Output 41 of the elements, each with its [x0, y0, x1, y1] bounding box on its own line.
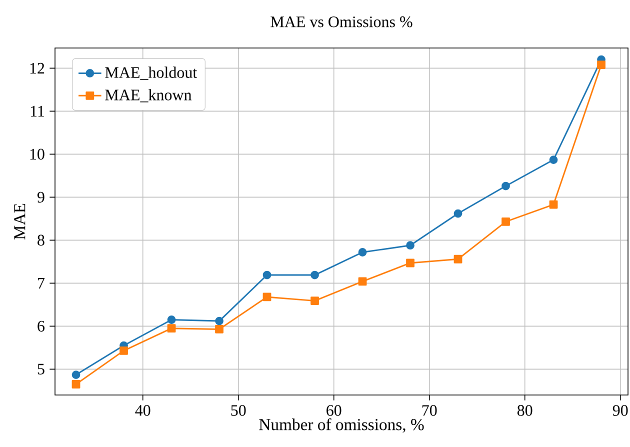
point [549, 156, 558, 164]
point [358, 248, 367, 256]
point [310, 270, 319, 280]
y-axis-title: MAE [14, 204, 26, 240]
point [167, 316, 176, 324]
x-tick-label: 60 [326, 405, 342, 416]
point [454, 209, 462, 218]
point [406, 258, 414, 268]
point [502, 182, 510, 190]
point [262, 270, 272, 280]
point [215, 325, 224, 334]
point [454, 254, 462, 264]
y-tick-label: 12 [30, 62, 44, 74]
point [358, 277, 367, 286]
point [406, 241, 414, 250]
y-tick-label: 8 [38, 234, 44, 246]
point [310, 296, 319, 306]
x-tick-label: 50 [231, 405, 246, 416]
y-tick-label: 9 [37, 192, 44, 203]
point [549, 200, 558, 209]
legend-label: MAE_known [105, 89, 192, 102]
x-tick-label: 70 [422, 405, 437, 416]
chart-title: MAE vs Omissions % [270, 16, 412, 28]
x-tick-label: 80 [517, 405, 532, 416]
point [502, 218, 510, 226]
y-tick-label: 5 [38, 364, 44, 375]
y-tick-label: 10 [30, 148, 44, 160]
x-tick-label: 90 [612, 405, 628, 416]
y-tick-label: 6 [38, 320, 44, 332]
y-tick-label: 7 [38, 278, 44, 288]
x-tick-label: 40 [135, 405, 150, 416]
point [262, 292, 272, 302]
y-tick-label: 11 [30, 106, 44, 116]
point [72, 380, 80, 388]
point [167, 324, 176, 333]
x-axis-title: Number of omissions, % [259, 418, 424, 433]
point [120, 346, 128, 355]
point [215, 316, 224, 326]
point [597, 60, 606, 69]
point [72, 370, 80, 379]
legend-label: MAE_holdout [105, 66, 198, 80]
